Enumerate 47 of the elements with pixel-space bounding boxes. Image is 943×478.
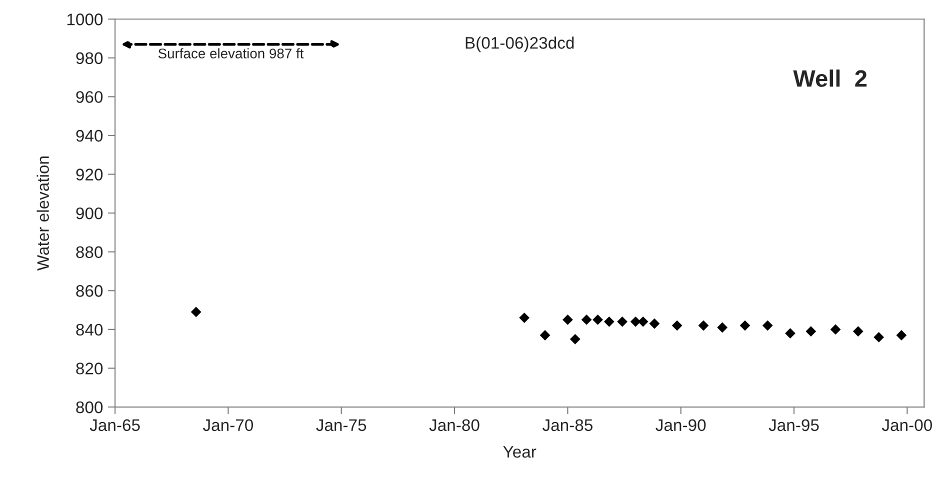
point (519, 312, 530, 323)
point (717, 322, 728, 333)
point (830, 324, 841, 335)
y-tick-label: 1000 (67, 14, 103, 26)
point (592, 314, 603, 325)
point (785, 328, 796, 339)
point (672, 320, 682, 331)
point (896, 330, 907, 340)
point (581, 314, 592, 325)
y-tick-label: 960 (76, 91, 103, 103)
point (740, 320, 750, 331)
x-tick-label: Jan-70 (202, 419, 254, 432)
x-tick-label: Jan-75 (316, 419, 366, 432)
point (190, 306, 202, 318)
y-tick-label: 980 (76, 52, 103, 64)
x-tick-label: Jan-95 (768, 419, 819, 432)
y-tick-label: 840 (76, 324, 103, 336)
x-tick-label: Jan-65 (90, 419, 140, 432)
y-tick-label: 860 (76, 285, 103, 297)
point (604, 316, 614, 327)
point (806, 326, 816, 337)
x-tick-label: Jan-90 (656, 419, 706, 432)
point (874, 332, 884, 342)
point (649, 318, 660, 329)
point (698, 320, 709, 331)
x-tick-label: Jan-85 (542, 419, 592, 432)
point (617, 316, 628, 327)
y-tick-label: 800 (76, 401, 103, 414)
point (570, 334, 580, 344)
annotation: Well 2 (793, 70, 867, 87)
annotation: Surface elevation 987 ft (158, 48, 304, 58)
point (562, 314, 573, 325)
point (540, 330, 550, 340)
y-tick-label: 900 (76, 207, 103, 220)
text: B(01-06)23dcd (466, 36, 574, 52)
x-tick-label: Jan-80 (429, 419, 480, 432)
point (630, 316, 641, 327)
y-tick-label: 940 (76, 130, 103, 142)
y-tick-label: 880 (76, 246, 103, 258)
y-axis-title: Water elevation (36, 156, 49, 271)
point (762, 320, 773, 331)
point (638, 316, 648, 327)
x-tick-label: Jan-00 (882, 419, 932, 432)
y-tick-label: 920 (76, 168, 103, 180)
y-tick-label: 820 (76, 362, 103, 374)
x-axis-title: Year (503, 446, 536, 458)
point (852, 326, 864, 337)
